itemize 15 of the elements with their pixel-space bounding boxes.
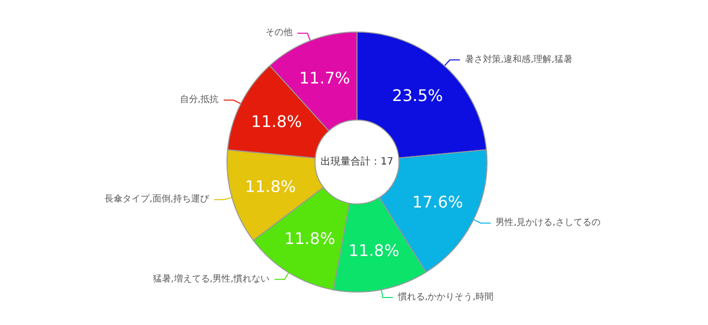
- data-label: 11.8%: [284, 229, 336, 248]
- text: 出現量合計：17: [320, 156, 394, 168]
- slice-label: その他: [265, 27, 292, 38]
- data-label: 23.5%: [392, 86, 443, 105]
- slice-label: 暑さ対策,違和感,理解,猛暑: [464, 54, 572, 65]
- slice-label: 自分,抵抗: [180, 94, 219, 106]
- data-label: 11.7%: [299, 68, 350, 88]
- data-label: 17.6%: [412, 192, 464, 212]
- data-label: 11.8%: [348, 240, 400, 260]
- slice-label: 慣れる,かかりそう,時間: [396, 292, 494, 303]
- slice-label: 長傘タイプ,面倒,持ち運び: [104, 194, 210, 205]
- data-label: 11.8%: [245, 177, 296, 196]
- slice-label: 男性,見かける,さしてるの: [496, 217, 600, 228]
- slice-label: 猛暑,増えてる,男性,慣れない: [152, 273, 270, 284]
- data-label: 11.8%: [251, 112, 302, 132]
